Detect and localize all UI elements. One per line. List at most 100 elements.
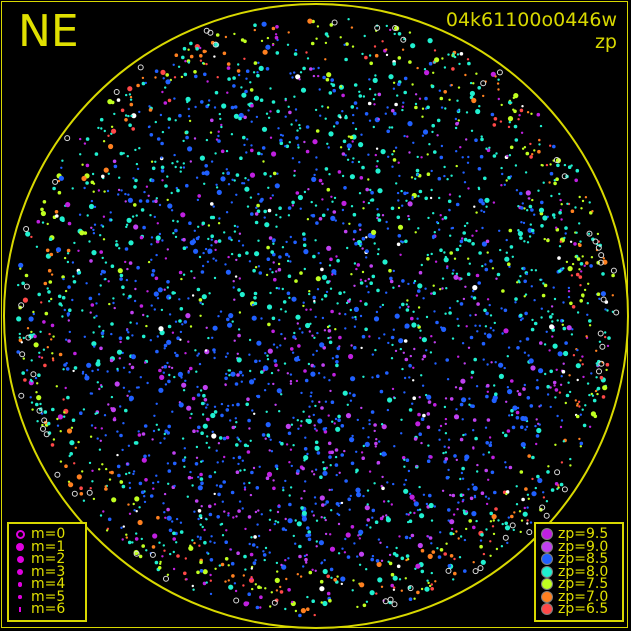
star-mark: [30, 359, 33, 362]
star-mark: [269, 175, 272, 178]
star-mark: [300, 506, 304, 510]
star-mark: [143, 424, 148, 428]
star-mark: [387, 500, 390, 503]
star-mark: [501, 332, 504, 335]
star-mark: [470, 295, 473, 298]
star-mark: [356, 555, 359, 558]
star-mark: [563, 163, 567, 167]
star-mark: [183, 456, 187, 459]
star-mark: [143, 500, 147, 504]
star-mark: [220, 123, 223, 127]
star-mark: [99, 284, 102, 287]
star-mark: [205, 581, 208, 584]
star-mark: [232, 84, 236, 88]
star-mark: [477, 86, 482, 90]
star-mark: [174, 351, 177, 355]
star-mark: [199, 389, 203, 392]
star-mark: [512, 528, 515, 532]
star-mark: [141, 81, 146, 86]
star-mark: [384, 453, 387, 456]
star-mark: [529, 223, 532, 226]
star-mark: [279, 133, 283, 137]
star-mark: [451, 272, 454, 275]
star-mark: [575, 363, 581, 369]
star-mark: [248, 427, 251, 430]
star-mark: [88, 203, 95, 210]
star-mark: [254, 559, 257, 562]
star-mark: [256, 523, 259, 526]
star-mark: [489, 326, 492, 330]
star-mark: [119, 277, 123, 281]
star-mark: [185, 578, 188, 581]
star-mark: [567, 381, 570, 384]
star-mark: [85, 282, 88, 285]
star-mark: [200, 481, 204, 486]
star-mark: [533, 213, 536, 216]
star-mark: [250, 576, 253, 579]
star-mark: [322, 600, 328, 607]
star-mark: [305, 149, 310, 154]
star-mark: [345, 42, 349, 46]
star-mark: [427, 444, 430, 447]
star-mark: [332, 210, 337, 214]
star-mark: [293, 71, 296, 74]
star-mark: [315, 129, 320, 133]
star-mark: [396, 94, 399, 97]
star-mark: [274, 363, 278, 368]
star-mark: [387, 397, 393, 403]
star-mark: [381, 40, 384, 43]
star-mark: [461, 477, 465, 480]
star-mark: [131, 113, 137, 119]
star-mark: [561, 173, 568, 180]
star-mark: [320, 267, 324, 272]
star-mark: [221, 534, 225, 537]
star-mark: [178, 270, 183, 275]
star-mark: [595, 376, 598, 379]
star-mark: [100, 224, 103, 227]
star-mark: [186, 495, 189, 498]
star-mark: [351, 316, 354, 319]
star-mark: [370, 410, 375, 414]
magnitude-symbol-icon: [16, 555, 24, 563]
star-mark: [472, 82, 475, 85]
star-mark: [250, 148, 254, 153]
star-mark: [566, 202, 569, 205]
star-mark: [132, 472, 135, 476]
star-mark: [513, 93, 519, 99]
star-mark: [146, 315, 149, 318]
star-mark: [202, 384, 208, 391]
star-mark: [412, 379, 415, 382]
star-mark: [77, 440, 80, 444]
star-mark: [185, 96, 191, 102]
star-mark: [303, 447, 308, 451]
star-mark: [398, 338, 404, 344]
star-mark: [413, 501, 419, 507]
star-mark: [295, 379, 299, 383]
star-mark: [405, 558, 408, 562]
star-mark: [210, 118, 214, 123]
star-mark: [255, 115, 259, 119]
star-mark: [145, 185, 149, 188]
star-mark: [392, 81, 396, 85]
star-mark: [373, 242, 376, 245]
star-mark: [277, 267, 282, 272]
star-mark: [428, 536, 433, 540]
star-mark: [263, 558, 266, 562]
star-mark: [198, 298, 203, 302]
star-mark: [371, 229, 377, 235]
star-mark: [18, 336, 21, 339]
star-mark: [150, 304, 153, 307]
star-mark: [274, 403, 277, 406]
star-mark: [23, 226, 30, 232]
star-mark: [146, 381, 149, 385]
star-mark: [261, 433, 266, 437]
star-mark: [116, 453, 119, 457]
star-mark: [426, 105, 430, 110]
star-mark: [55, 385, 58, 388]
star-mark: [164, 383, 168, 386]
star-mark: [167, 98, 172, 103]
star-mark: [448, 311, 452, 315]
star-mark: [484, 267, 489, 272]
star-mark: [376, 288, 380, 293]
star-mark: [511, 255, 514, 258]
